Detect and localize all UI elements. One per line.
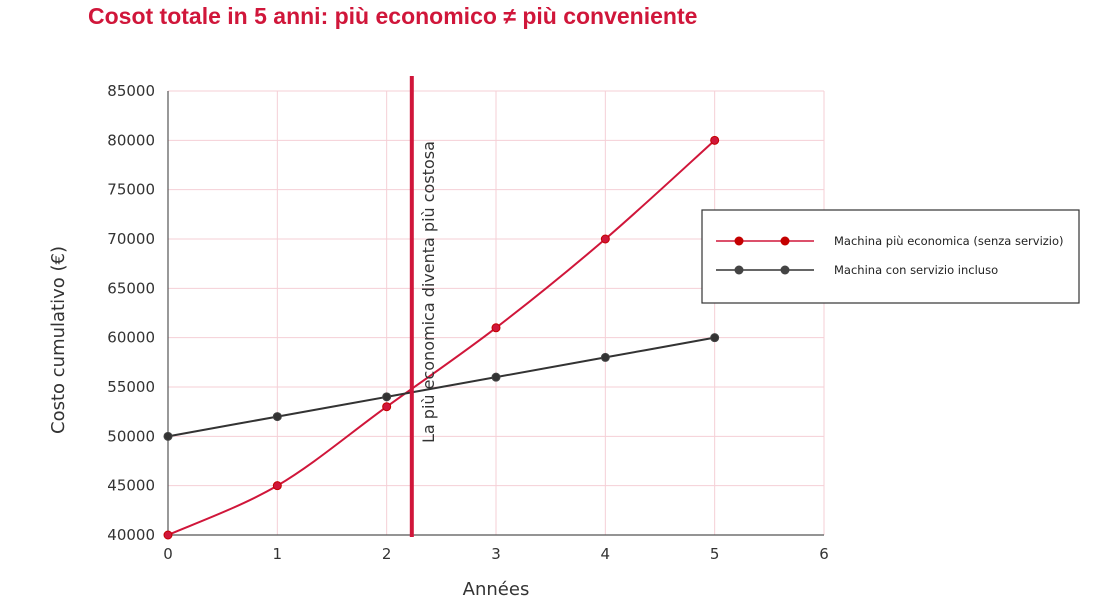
series-0-point (600, 234, 610, 244)
series-1-point (600, 352, 610, 362)
y-tick-label: 50000 (107, 427, 155, 445)
x-axis-label: Années (463, 579, 530, 600)
legend-marker-cheap (734, 236, 744, 246)
legend-label-service: Machina con servizio incluso (834, 263, 998, 277)
y-tick-label: 75000 (107, 181, 155, 199)
legend-label-cheap: Machina più economica (senza servizio) (834, 234, 1064, 248)
y-axis-label: Costo cumulativo (€) (48, 246, 69, 434)
y-tick-label: 55000 (107, 378, 155, 396)
series-1-point (163, 431, 173, 441)
series-0-point (710, 135, 720, 145)
y-tick-label: 80000 (107, 131, 155, 149)
grid (168, 90, 825, 535)
x-tick-label: 1 (273, 545, 283, 563)
series-line-1 (167, 336, 715, 438)
x-tick-label: 6 (819, 545, 829, 563)
y-tick-label: 85000 (107, 82, 155, 100)
series-1-point (491, 372, 501, 382)
series-0-point (163, 530, 173, 540)
legend-marker-service (780, 265, 790, 275)
axes (167, 91, 824, 536)
series-0-point (272, 481, 282, 491)
x-tick-label: 3 (491, 545, 501, 563)
legend-marker-service (734, 265, 744, 275)
series-1-point (382, 392, 392, 402)
x-tick-label: 2 (382, 545, 392, 563)
legend-marker-cheap (780, 236, 790, 246)
annotation: La più economica diventa più costosa (409, 76, 438, 537)
series-0-point (491, 323, 501, 333)
y-tick-label: 70000 (107, 230, 155, 248)
y-tick-label: 65000 (107, 279, 155, 297)
annotation-text: La più economica diventa più costosa (419, 141, 438, 443)
series-group (163, 135, 720, 540)
series-0-point (382, 402, 392, 412)
y-tick-labels: 40000 45000 50000 55000 60000 65000 70000 75000… (107, 82, 155, 544)
x-tick-label: 0 (163, 545, 173, 563)
y-tick-label: 60000 (107, 329, 155, 347)
y-tick-label: 40000 (107, 526, 155, 544)
legend-box (701, 209, 1080, 304)
y-tick-label: 45000 (107, 477, 155, 495)
chart-title: Cosot totale in 5 anni: più economico ≠ … (88, 3, 697, 29)
series-1-point (710, 333, 720, 343)
x-tick-labels: 0 1 2 3 4 5 6 (163, 545, 829, 563)
x-tick-label: 5 (710, 545, 720, 563)
series-1-point (272, 412, 282, 422)
x-tick-label: 4 (601, 545, 611, 563)
legend: Machina più economica (senza servizio) M… (701, 209, 1080, 304)
